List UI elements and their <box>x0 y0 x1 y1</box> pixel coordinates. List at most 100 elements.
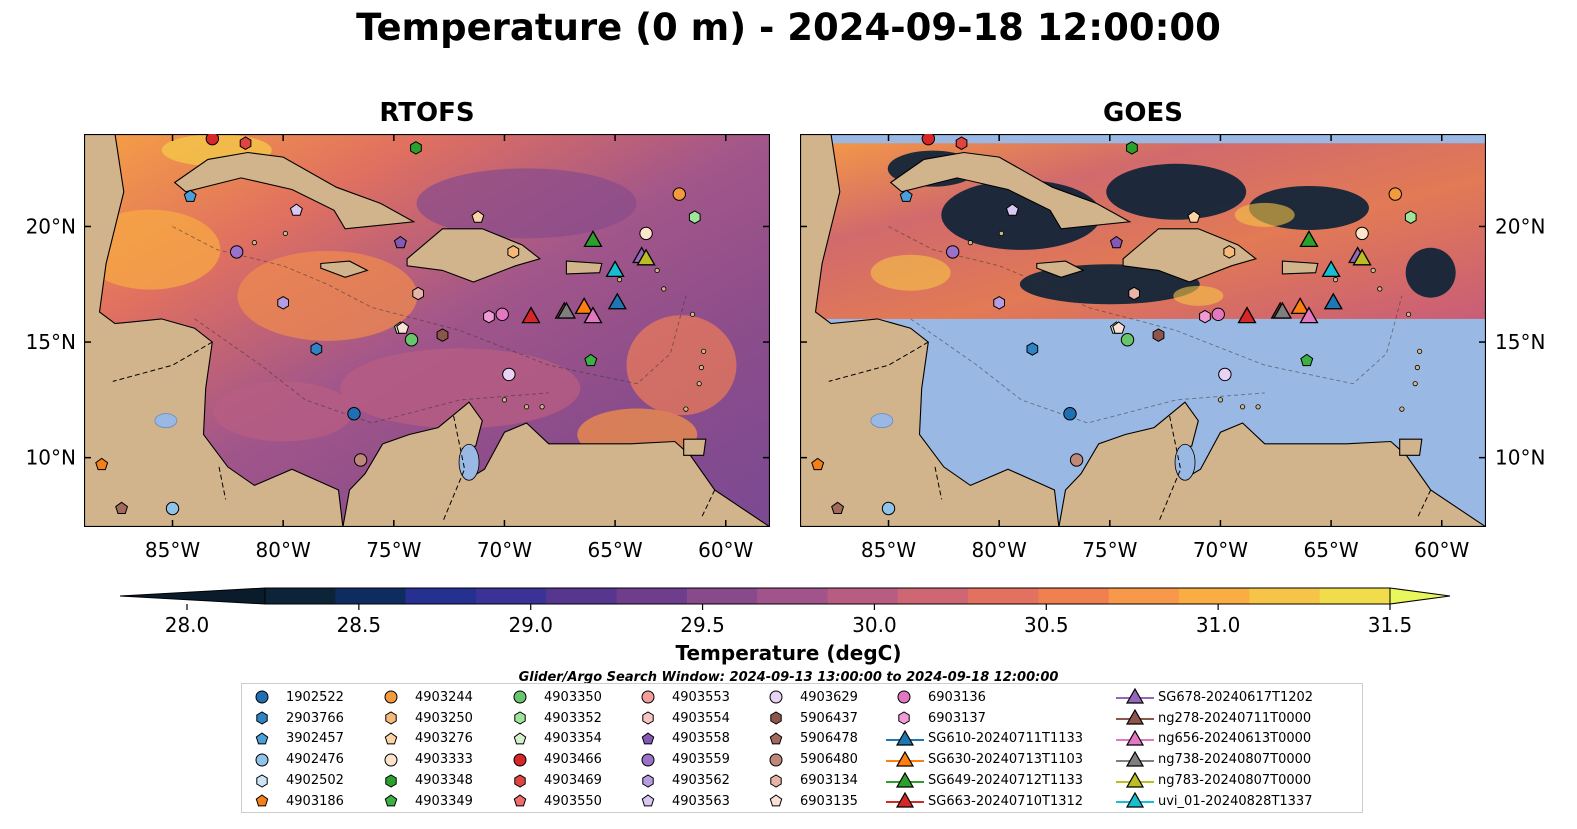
glider-marker-ng656-20240613T0000[interactable] <box>1299 306 1319 324</box>
argo-marker-6903134[interactable] <box>412 286 424 301</box>
glider-marker-SG649-20240712T1133[interactable] <box>1299 230 1319 247</box>
colorbar-tick-label: 30.5 <box>1024 613 1069 637</box>
legend-item-4903562: 4903562 <box>628 770 730 791</box>
argo-marker-4903629[interactable] <box>1218 367 1232 382</box>
map-panel-rtofs[interactable] <box>84 134 770 527</box>
argo-marker-4902476[interactable] <box>165 501 180 516</box>
argo-marker-4903629[interactable] <box>502 367 516 382</box>
argo-marker-4903186[interactable] <box>95 457 109 471</box>
legend-item-SG663-20240710T1312: SG663-20240710T1312 <box>884 791 1083 812</box>
legend-column: 4903629 5906437 5906478 5906480 6903134 69031… <box>756 687 858 812</box>
argo-marker-4903559[interactable] <box>229 245 244 259</box>
legend-label: 4902476 <box>286 752 344 768</box>
argo-marker-4903466[interactable] <box>921 134 936 146</box>
argo-marker-icon <box>513 753 527 767</box>
legend-item-4902476: 4902476 <box>242 749 344 770</box>
argo-marker-5906478[interactable] <box>831 501 845 514</box>
argo-marker-4903563[interactable] <box>289 203 303 216</box>
argo-marker-1902522[interactable] <box>347 407 361 421</box>
legend-item-4903250: 4903250 <box>371 708 473 729</box>
glider-marker-uvi_01-20240828T1337[interactable] <box>605 260 625 278</box>
glider-marker-ng783-20240807T0000[interactable] <box>1352 248 1372 266</box>
legend-item-4903350: 4903350 <box>500 687 602 708</box>
argo-marker-2903766[interactable] <box>1026 342 1039 356</box>
argo-marker-4902476[interactable] <box>881 501 896 516</box>
argo-marker-6903135[interactable] <box>396 321 410 334</box>
legend-label: 4903554 <box>672 710 730 726</box>
argo-marker-4903349[interactable] <box>584 353 598 367</box>
argo-marker-4903469[interactable] <box>955 136 968 150</box>
argo-marker-icon <box>514 711 526 725</box>
argo-marker-6903134[interactable] <box>1128 286 1140 301</box>
argo-marker-1902522[interactable] <box>1063 407 1077 421</box>
legend-label: 4903350 <box>544 689 602 705</box>
map-panel-goes[interactable] <box>800 134 1486 527</box>
legend-label: 4903349 <box>415 793 473 809</box>
argo-marker-4903349[interactable] <box>1300 353 1314 367</box>
legend-item-4903333: 4903333 <box>371 749 473 770</box>
argo-marker-4903562[interactable] <box>277 296 289 310</box>
argo-marker-icon <box>513 690 527 704</box>
glider-marker-SG610-20240711T1133[interactable] <box>1323 292 1343 310</box>
argo-marker-4903558[interactable] <box>393 235 407 249</box>
argo-marker-4903352[interactable] <box>688 210 701 224</box>
argo-marker-4903276[interactable] <box>471 210 485 223</box>
glider-marker-SG649-20240712T1133[interactable] <box>583 230 603 247</box>
colorbar-bin <box>616 588 688 604</box>
argo-marker-5906437[interactable] <box>1152 328 1165 342</box>
legend-item-4903466: 4903466 <box>500 749 602 770</box>
argo-marker-4903333[interactable] <box>639 226 653 241</box>
glider-marker-SG630-20240713T1103[interactable] <box>574 297 594 315</box>
argo-marker-5906480[interactable] <box>353 453 368 467</box>
argo-marker-4903466[interactable] <box>205 134 220 146</box>
legend-column: SG678-20240617T1202 ng278-20240711T0000 ng… <box>1114 687 1313 812</box>
glider-marker-uvi_01-20240828T1337[interactable] <box>1321 260 1341 278</box>
argo-marker-6903137[interactable] <box>1199 309 1211 324</box>
argo-marker-4903350[interactable] <box>1120 333 1135 347</box>
glider-marker-SG663-20240710T1312[interactable] <box>1237 306 1257 324</box>
argo-marker-4903563[interactable] <box>1005 203 1019 216</box>
glider-marker-ng738-20240807T0000[interactable] <box>1272 301 1293 319</box>
argo-marker-4903250[interactable] <box>1223 245 1236 259</box>
argo-marker-6903136[interactable] <box>495 307 509 322</box>
argo-marker-6903137[interactable] <box>483 309 495 324</box>
argo-marker-3902457[interactable] <box>899 189 913 202</box>
argo-marker-4903250[interactable] <box>507 245 520 259</box>
argo-marker-6903136[interactable] <box>1211 307 1225 322</box>
argo-marker-4903352[interactable] <box>1404 210 1417 224</box>
argo-marker-4903562[interactable] <box>993 296 1005 310</box>
argo-marker-4903348[interactable] <box>1126 141 1138 155</box>
legend-item-ng783-20240807T0000: ng783-20240807T0000 <box>1114 770 1313 791</box>
glider-marker-SG610-20240711T1133[interactable] <box>607 292 627 310</box>
argo-marker-4903244[interactable] <box>672 187 686 201</box>
glider-marker-ng656-20240613T0000[interactable] <box>583 306 603 324</box>
lon-tick-label-0-0: 85°W <box>145 538 200 562</box>
legend: 1902522 2903766 3902457 4902476 4902502 49031… <box>241 683 1363 813</box>
argo-marker-5906480[interactable] <box>1069 453 1084 467</box>
colorbar-bin <box>1179 588 1250 604</box>
legend-label: 4903352 <box>544 710 602 726</box>
argo-marker-4903558[interactable] <box>1109 235 1123 249</box>
argo-marker-4903333[interactable] <box>1355 226 1369 241</box>
argo-marker-4903186[interactable] <box>811 457 825 471</box>
argo-marker-icon <box>514 774 526 788</box>
argo-marker-4903350[interactable] <box>404 333 419 347</box>
glider-marker-SG663-20240710T1312[interactable] <box>521 306 541 324</box>
argo-marker-4903469[interactable] <box>239 136 252 150</box>
argo-marker-5906478[interactable] <box>115 501 129 514</box>
legend-item-6903135: 6903135 <box>756 791 858 812</box>
glider-marker-SG630-20240713T1103[interactable] <box>1290 297 1310 315</box>
legend-item-4903554: 4903554 <box>628 708 730 729</box>
argo-marker-4903276[interactable] <box>1187 210 1201 223</box>
argo-marker-4903348[interactable] <box>410 141 422 155</box>
argo-marker-5906437[interactable] <box>436 328 449 342</box>
glider-marker-ng738-20240807T0000[interactable] <box>556 301 577 319</box>
glider-marker-ng783-20240807T0000[interactable] <box>636 248 656 266</box>
legend-item-ng656-20240613T0000: ng656-20240613T0000 <box>1114 729 1313 750</box>
argo-marker-3902457[interactable] <box>183 189 197 202</box>
argo-marker-2903766[interactable] <box>310 342 323 356</box>
argo-marker-4903559[interactable] <box>945 245 960 259</box>
argo-marker-6903135[interactable] <box>1112 321 1126 334</box>
argo-marker-4903244[interactable] <box>1388 187 1402 201</box>
colorbar-tick-label: 28.5 <box>337 613 382 637</box>
